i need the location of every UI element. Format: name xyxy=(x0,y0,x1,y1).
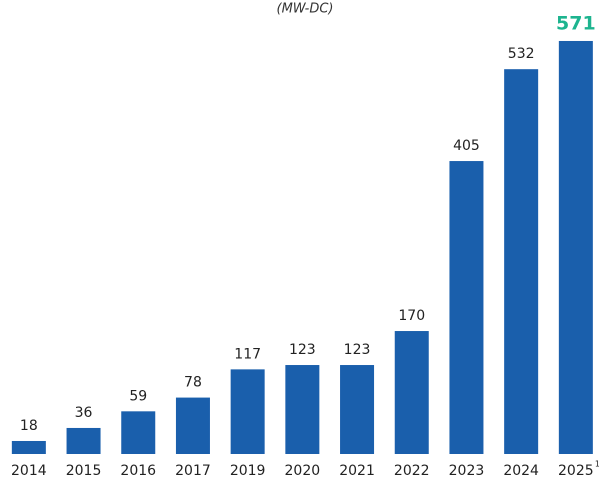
bar xyxy=(230,369,265,454)
value-label: 571 xyxy=(556,12,596,34)
x-tick-label: 2023 xyxy=(449,463,485,479)
bar xyxy=(449,161,484,455)
x-tick-label: 2022 xyxy=(394,463,430,479)
value-label: 59 xyxy=(129,388,147,404)
value-label: 170 xyxy=(398,308,425,324)
value-label: 532 xyxy=(508,46,535,62)
bar xyxy=(504,69,539,454)
footnote-marker: 1 xyxy=(595,460,599,469)
x-tick-label: 2015 xyxy=(66,463,102,479)
x-tick-label: 2025 xyxy=(558,463,594,479)
x-tick-label: 2016 xyxy=(120,463,156,479)
x-tick-label: 2019 xyxy=(230,463,266,479)
x-tick-label: 2021 xyxy=(339,463,375,479)
x-tick-label: 2014 xyxy=(11,463,47,479)
value-label: 123 xyxy=(344,342,371,358)
value-label: 117 xyxy=(234,346,261,362)
value-label: 18 xyxy=(20,418,38,434)
chart-subtitle: (MW-DC) xyxy=(277,2,334,17)
bar xyxy=(394,331,429,454)
x-tick-label: 2020 xyxy=(285,463,321,479)
value-label: 123 xyxy=(289,342,316,358)
bar xyxy=(66,427,101,454)
x-tick-label: 2024 xyxy=(503,463,539,479)
bar xyxy=(175,397,210,454)
value-label: 405 xyxy=(453,138,480,154)
bar xyxy=(11,440,46,454)
value-label: 78 xyxy=(184,375,202,391)
x-tick-label: 2017 xyxy=(175,463,211,479)
bar xyxy=(121,411,156,454)
bar xyxy=(285,365,320,454)
bar xyxy=(558,40,593,455)
value-label: 36 xyxy=(75,405,93,421)
bar xyxy=(340,365,375,454)
